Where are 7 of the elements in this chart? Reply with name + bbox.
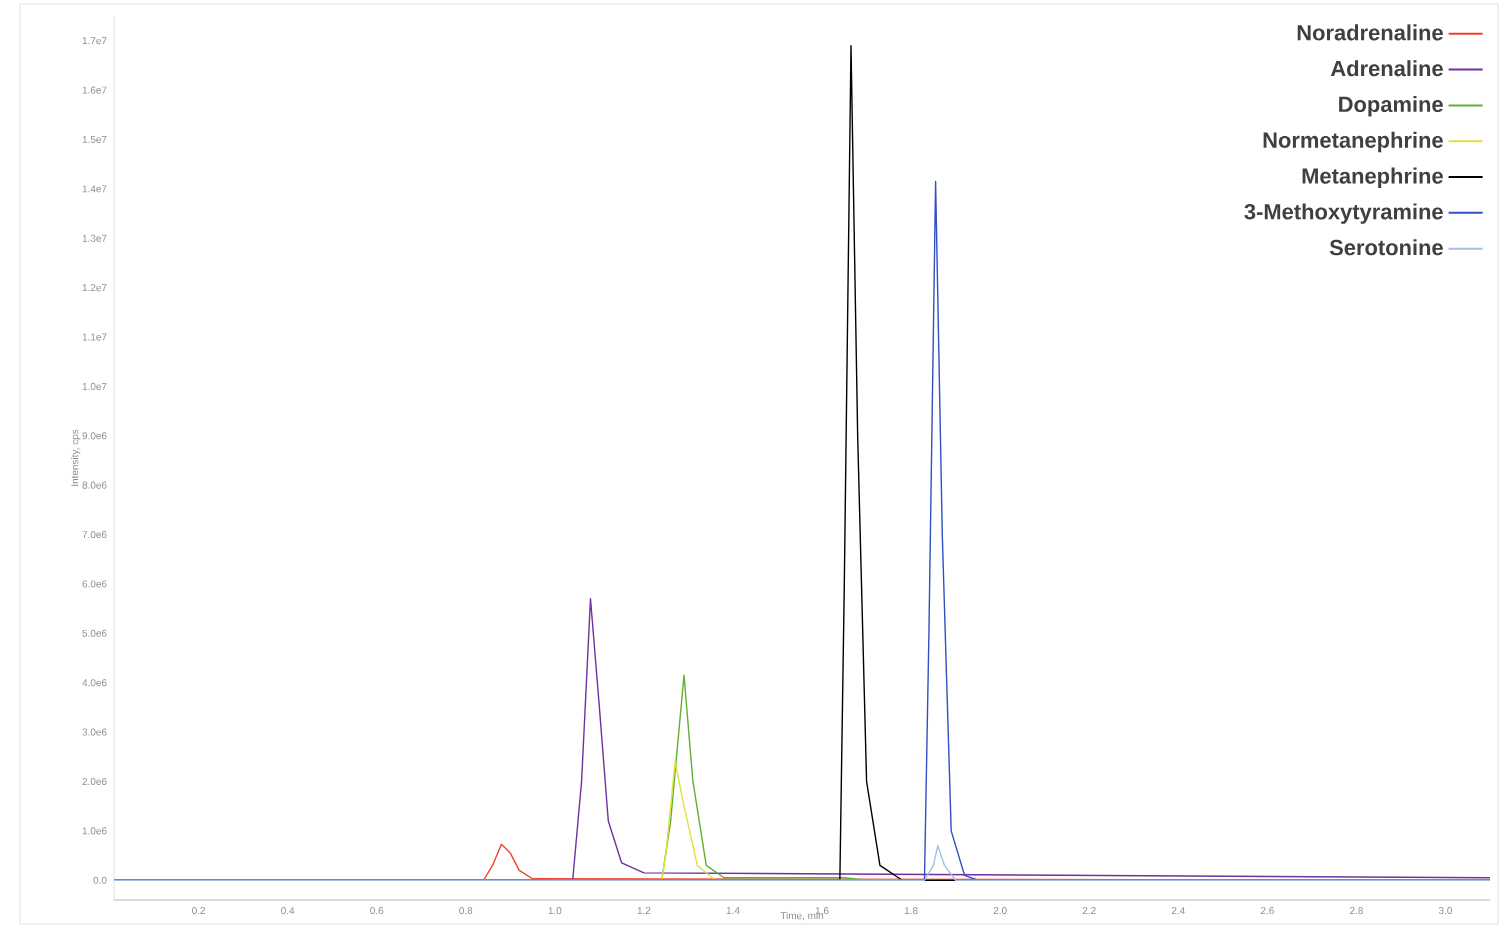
legend-label: Dopamine	[1339, 95, 1443, 117]
legend-label: Adrenaline	[1330, 60, 1443, 77]
legend-label: 3-Methoxytyramine	[1244, 203, 1443, 224]
legend-label: Normetanephrine	[1263, 131, 1443, 153]
legend-label: Serotonine	[1329, 239, 1443, 256]
legend-label: Metanephrine	[1302, 167, 1443, 188]
legend-label: Noradrenaline	[1297, 24, 1443, 41]
